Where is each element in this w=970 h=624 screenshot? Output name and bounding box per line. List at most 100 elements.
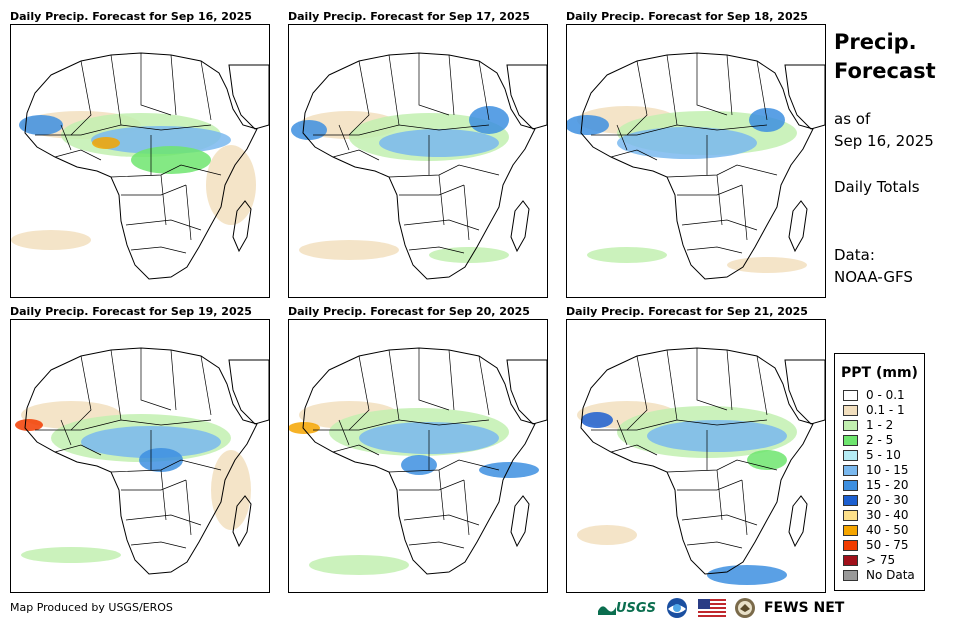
country-border [463,184,470,241]
legend-title: PPT (mm) [841,365,918,381]
country-border [418,53,450,116]
arabia-coastline [784,64,825,130]
forecast-map-2 [288,24,548,298]
precip-area [92,137,120,149]
as-of-block: as of Sep 16, 2025 [834,108,934,152]
africa-map [577,347,825,585]
country-border [418,348,450,411]
country-border [716,174,723,226]
country-border [110,54,122,126]
precip-area [479,462,539,478]
country-border [110,349,122,421]
country-border [666,54,678,126]
country-border [313,419,490,431]
precip-area [289,422,320,434]
legend-item: 1 - 2 [843,418,893,432]
arabia-coastline [228,64,269,130]
country-border [438,174,445,226]
coastline [24,347,258,575]
country-border [681,219,758,231]
data-source-value: NOAA-GFS [834,268,913,286]
precip-area [19,115,63,135]
country-border [686,541,743,549]
country-border [54,149,102,161]
fews-net-logo: FEWS NET [763,600,845,616]
side-title: Precip. Forecast [834,28,936,86]
legend-swatch [843,569,858,581]
panel-title-5: Daily Precip. Forecast for Sep 20, 2025 [288,305,530,318]
country-border [626,60,648,136]
country-border [140,53,172,116]
legend-item: 0 - 0.1 [843,388,905,402]
country-border [332,444,380,456]
legend-label: 40 - 50 [866,523,909,537]
coastline [302,347,536,575]
country-border [463,479,470,536]
country-border [60,419,72,446]
madagascar-coastline [232,495,252,548]
country-border [666,164,778,178]
usgs-label: USGS [616,600,656,616]
legend-label: 15 - 20 [866,478,909,492]
legend-label: 0.1 - 1 [866,403,905,417]
as-of-date: Sep 16, 2025 [834,132,934,150]
legend-swatch [843,434,858,446]
country-border [399,479,465,491]
country-border [125,514,202,526]
country-border [338,419,350,446]
precip-area [567,115,609,135]
daily-totals-label: Daily Totals [834,178,920,196]
legend-item: 10 - 15 [843,463,909,477]
legend-swatch [843,524,858,536]
legend-label: 5 - 10 [866,448,901,462]
legend-item: 50 - 75 [843,538,909,552]
panel-title-4: Daily Precip. Forecast for Sep 19, 2025 [10,305,252,318]
country-border [185,184,192,241]
data-source-label: Data: [834,246,875,264]
country-border [125,219,202,231]
map-credit: Map Produced by USGS/EROS [10,601,173,614]
country-border [140,348,172,411]
panel-title-3: Daily Precip. Forecast for Sep 18, 2025 [566,10,808,23]
legend-item: 20 - 30 [843,493,909,507]
country-border [666,349,678,421]
legend-item: 30 - 40 [843,508,909,522]
madagascar-coastline [510,200,530,253]
legend-item: 2 - 5 [843,433,893,447]
legend-swatch [843,509,858,521]
country-border [388,459,500,473]
country-border [626,355,648,431]
legend-swatch [843,419,858,431]
legend-swatch [843,389,858,401]
country-border [726,54,733,116]
usgs-logo: USGS [598,601,656,616]
precip-area [299,240,399,260]
country-border [121,479,187,491]
country-border [677,479,743,491]
legend-label: 2 - 5 [866,433,894,447]
usgs-wave-icon [598,606,616,615]
legend-item: 15 - 20 [843,478,909,492]
precip-area [727,257,807,273]
coastline [580,347,814,575]
africa-map [15,347,269,575]
forecast-map-3 [566,24,826,298]
country-border [35,124,212,136]
legend-swatch [843,449,858,461]
side-title-line2: Forecast [834,59,936,83]
coastline [24,52,258,280]
country-border [448,54,455,116]
legend-label: No Data [866,568,915,582]
country-border [348,355,370,431]
country-border [741,479,748,536]
country-border [591,419,768,431]
country-border [610,444,658,456]
legend-item: 40 - 50 [843,523,909,537]
state-dept-seal-icon [734,598,755,618]
legend-item: > 75 [843,553,895,567]
side-title-line1: Precip. [834,30,917,54]
data-source-block: Data: NOAA-GFS [834,244,913,288]
country-border [610,149,658,161]
country-border [696,348,728,411]
